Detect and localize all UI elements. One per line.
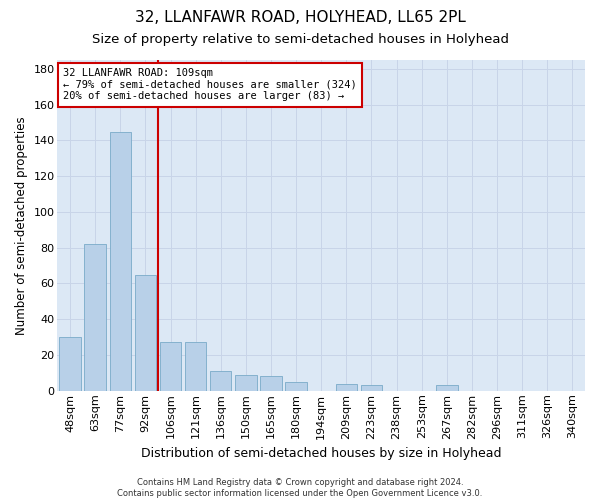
Bar xyxy=(286,382,307,391)
Bar xyxy=(210,371,232,391)
Text: 32 LLANFAWR ROAD: 109sqm
← 79% of semi-detached houses are smaller (324)
20% of : 32 LLANFAWR ROAD: 109sqm ← 79% of semi-d… xyxy=(63,68,356,102)
Bar xyxy=(160,342,181,391)
Y-axis label: Number of semi-detached properties: Number of semi-detached properties xyxy=(15,116,28,334)
Bar xyxy=(185,342,206,391)
Bar xyxy=(110,132,131,391)
Bar xyxy=(436,386,458,391)
Bar xyxy=(59,337,80,391)
Bar xyxy=(85,244,106,391)
Text: 32, LLANFAWR ROAD, HOLYHEAD, LL65 2PL: 32, LLANFAWR ROAD, HOLYHEAD, LL65 2PL xyxy=(134,10,466,25)
Bar xyxy=(135,274,156,391)
X-axis label: Distribution of semi-detached houses by size in Holyhead: Distribution of semi-detached houses by … xyxy=(141,447,502,460)
Bar xyxy=(361,386,382,391)
Bar xyxy=(260,376,281,391)
Text: Contains HM Land Registry data © Crown copyright and database right 2024.
Contai: Contains HM Land Registry data © Crown c… xyxy=(118,478,482,498)
Bar xyxy=(335,384,357,391)
Text: Size of property relative to semi-detached houses in Holyhead: Size of property relative to semi-detach… xyxy=(91,32,509,46)
Bar xyxy=(235,374,257,391)
